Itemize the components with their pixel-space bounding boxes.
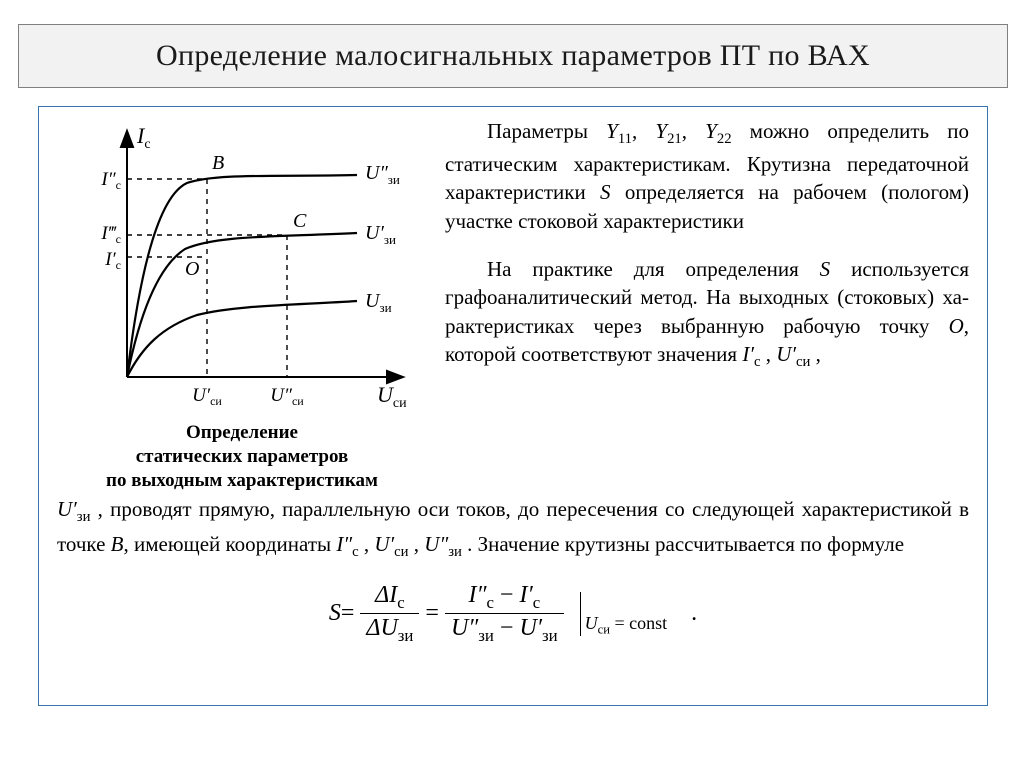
chart-point-B: B	[212, 152, 224, 174]
chart-curve-mid-label: U′зи	[365, 222, 396, 247]
chart-ytick-2: I‴с	[100, 223, 121, 246]
figure-caption: Определение статических параметров по вы…	[57, 421, 427, 492]
right-text-column: Параметры Y11, Y21, Y22 можно определить…	[427, 117, 969, 393]
slide: Определение малосигнальных параметров ПТ…	[0, 0, 1024, 768]
chart-point-O: O	[185, 258, 199, 280]
chart-x-axis-label: Uси	[377, 382, 407, 411]
upper-row: B C O U″зи U′зи Uзи Iс Uси	[57, 117, 969, 492]
caption-line-2: статических параметров	[136, 446, 349, 467]
figure-column: B C O U″зи U′зи Uзи Iс Uси	[57, 117, 427, 492]
formula-frac-2: I″с − I′с U″зи − U′зи	[445, 581, 564, 646]
lower-text: U′зи , проводят прямую, параллель­ную ос…	[57, 494, 969, 563]
chart-y-axis-label: Iс	[136, 123, 151, 152]
chart-ytick-3: I′с	[104, 249, 121, 272]
chart-point-C: C	[293, 210, 307, 232]
chart-xtick-2: U″си	[270, 385, 304, 408]
output-characteristics-chart: B C O U″зи U′зи Uзи Iс Uси	[57, 117, 427, 417]
formula-S: S	[329, 600, 341, 627]
chart-ytick-1: I″с	[100, 169, 121, 192]
caption-line-3: по выходным характеристикам	[106, 470, 378, 491]
chart-curve-bot-label: Uзи	[365, 290, 392, 315]
chart-curve-top-label: U″зи	[365, 162, 400, 187]
page-title: Определение малосигнальных параметров ПТ…	[156, 39, 870, 73]
chart-xtick-1: U′си	[192, 385, 222, 408]
paragraph-1: Параметры Y11, Y21, Y22 можно определить…	[445, 117, 969, 235]
title-box: Определение малосигнальных параметров ПТ…	[18, 24, 1008, 88]
caption-line-1: Определение	[186, 422, 298, 443]
formula-condition: Uси = const	[570, 592, 668, 636]
paragraph-3: U′зи , проводят прямую, параллель­ную ос…	[57, 494, 969, 563]
formula-frac-1: ΔIс ΔUзи	[360, 581, 419, 646]
content-box: B C O U″зи U′зи Uзи Iс Uси	[38, 106, 988, 706]
formula: S = ΔIс ΔUзи = I″с − I′с U″зи − U′зи	[57, 581, 969, 646]
paragraph-2: На практике для определения S использует…	[445, 255, 969, 373]
